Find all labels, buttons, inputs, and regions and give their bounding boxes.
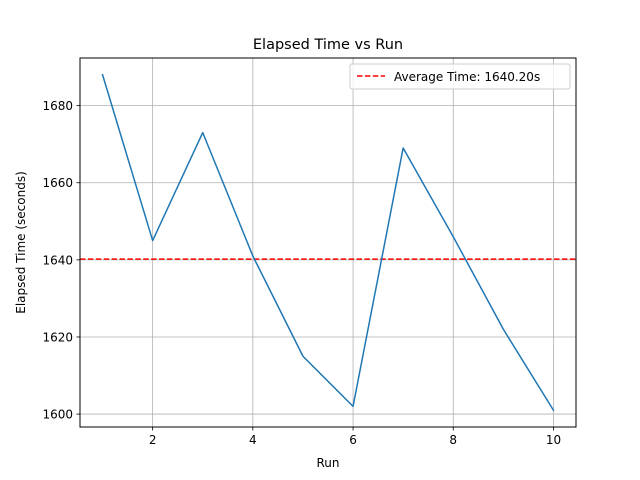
series bbox=[101, 73, 555, 412]
x-tick-label: 10 bbox=[546, 433, 561, 447]
elapsed-time-line bbox=[101, 73, 555, 412]
y-tick-label: 1620 bbox=[42, 330, 73, 344]
y-axis-ticks: 1600 1620 1640 1660 1680 bbox=[42, 99, 80, 422]
y-tick-label: 1680 bbox=[42, 99, 73, 113]
x-axis-ticks: 2 4 6 8 10 bbox=[149, 427, 561, 447]
chart-title: Elapsed Time vs Run bbox=[253, 37, 403, 53]
plot-area-frame bbox=[79, 57, 577, 428]
y-tick-label: 1640 bbox=[42, 253, 73, 267]
x-tick-label: 4 bbox=[249, 433, 257, 447]
legend-box bbox=[349, 63, 571, 90]
legend: Average Time: 1640.20s bbox=[349, 63, 571, 90]
x-tick-label: 2 bbox=[149, 433, 157, 447]
grid bbox=[80, 58, 576, 427]
x-tick-label: 8 bbox=[449, 433, 457, 447]
x-tick-label: 6 bbox=[349, 433, 357, 447]
legend-entry-average: Average Time: 1640.20s bbox=[394, 70, 540, 84]
y-tick-label: 1660 bbox=[42, 176, 73, 190]
x-axis-label: Run bbox=[316, 456, 339, 470]
y-axis-label: Elapsed Time (seconds) bbox=[14, 171, 28, 314]
y-tick-label: 1600 bbox=[42, 408, 73, 422]
